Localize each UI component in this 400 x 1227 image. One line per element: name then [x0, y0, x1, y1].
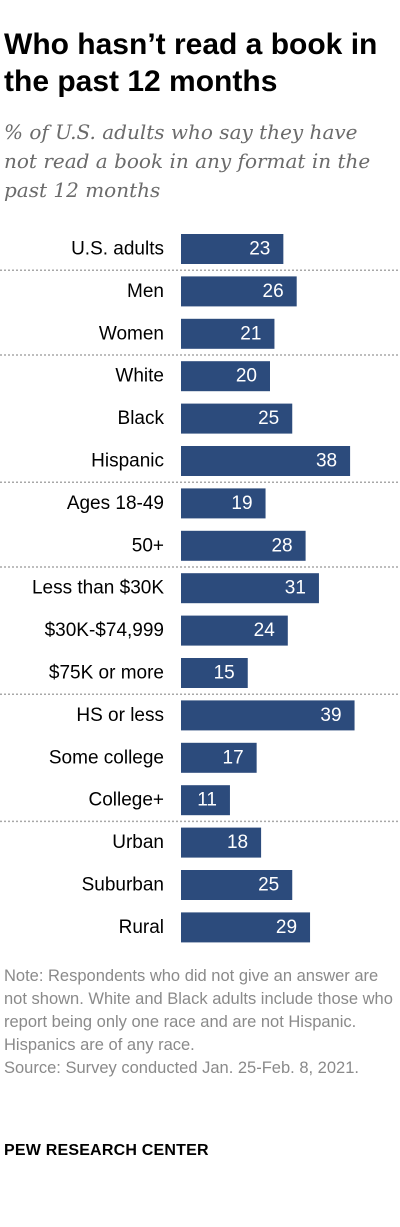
value-label-50: 28: [271, 535, 292, 556]
category-label-30k-74-999: $30K-$74,999: [45, 620, 164, 641]
value-label-u-s-adults: 23: [249, 239, 270, 260]
bar-less-than-30k: [181, 573, 319, 604]
category-label-hispanic: Hispanic: [91, 451, 164, 472]
value-label-black: 25: [258, 408, 279, 429]
value-label-less-than-30k: 31: [285, 578, 306, 599]
category-label-women: Women: [99, 323, 164, 344]
value-label-urban: 18: [227, 832, 248, 853]
category-label-suburban: Suburban: [82, 875, 164, 896]
bar-50: [181, 530, 306, 561]
category-label-ages-18-49: Ages 18-49: [67, 493, 164, 514]
value-label-rural: 29: [276, 917, 297, 938]
value-label-hs-or-less: 39: [320, 705, 341, 726]
bar-75k-or-more: [181, 658, 248, 688]
bar-black: [181, 403, 293, 434]
category-label-less-than-30k: Less than $30K: [32, 578, 164, 599]
bar-some-college: [181, 742, 257, 773]
value-label-women: 21: [240, 323, 261, 344]
bar-rural: [181, 912, 311, 943]
chart-subtitle: % of U.S. adults who say they have not r…: [4, 120, 371, 202]
category-label-50: 50+: [132, 535, 164, 556]
category-label-white: White: [115, 366, 164, 387]
category-label-rural: Rural: [119, 917, 164, 938]
value-label-75k-or-more: 15: [214, 663, 235, 684]
bar-urban: [181, 827, 262, 858]
bar-u-s-adults: [181, 234, 284, 264]
category-label-urban: Urban: [112, 832, 164, 853]
value-label-some-college: 17: [223, 747, 244, 768]
category-label-75k-or-more: $75K or more: [49, 663, 164, 684]
bar-chart: U.S. adults 23 Men 26 Women 21 White 20 Black 25 H…: [0, 234, 400, 943]
bar-ages-18-49: [181, 488, 266, 519]
category-label-some-college: Some college: [49, 747, 164, 768]
chart-note: Note: Respondents who did not give an an…: [4, 967, 393, 1054]
chart-source: Source: Survey conducted Jan. 25-Feb. 8,…: [4, 1059, 359, 1077]
category-label-hs-or-less: HS or less: [76, 705, 164, 726]
bar-hispanic: [181, 446, 351, 476]
value-label-white: 20: [236, 366, 257, 387]
value-label-ages-18-49: 19: [231, 493, 252, 514]
bar-suburban: [181, 870, 293, 900]
value-label-hispanic: 38: [316, 451, 337, 472]
chart-title: Who hasn’t read a book in the past 12 mo…: [4, 28, 378, 98]
category-label-men: Men: [127, 281, 164, 302]
category-label-u-s-adults: U.S. adults: [71, 239, 164, 260]
brand-logo: PEW RESEARCH CENTER: [4, 1142, 209, 1159]
bar-30k-74-999: [181, 615, 288, 646]
value-label-men: 26: [263, 281, 284, 302]
bar-white: [181, 361, 270, 392]
bar-men: [181, 276, 297, 307]
value-label-college: 11: [197, 790, 217, 811]
bar-hs-or-less: [181, 700, 355, 731]
bar-college: [181, 785, 230, 816]
bar-women: [181, 318, 275, 349]
value-label-30k-74-999: 24: [254, 620, 276, 641]
value-label-suburban: 25: [258, 875, 279, 896]
notes-block: Note: Respondents who did not give an an…: [4, 965, 398, 1080]
category-label-college: College+: [88, 790, 164, 811]
category-label-black: Black: [118, 408, 165, 429]
